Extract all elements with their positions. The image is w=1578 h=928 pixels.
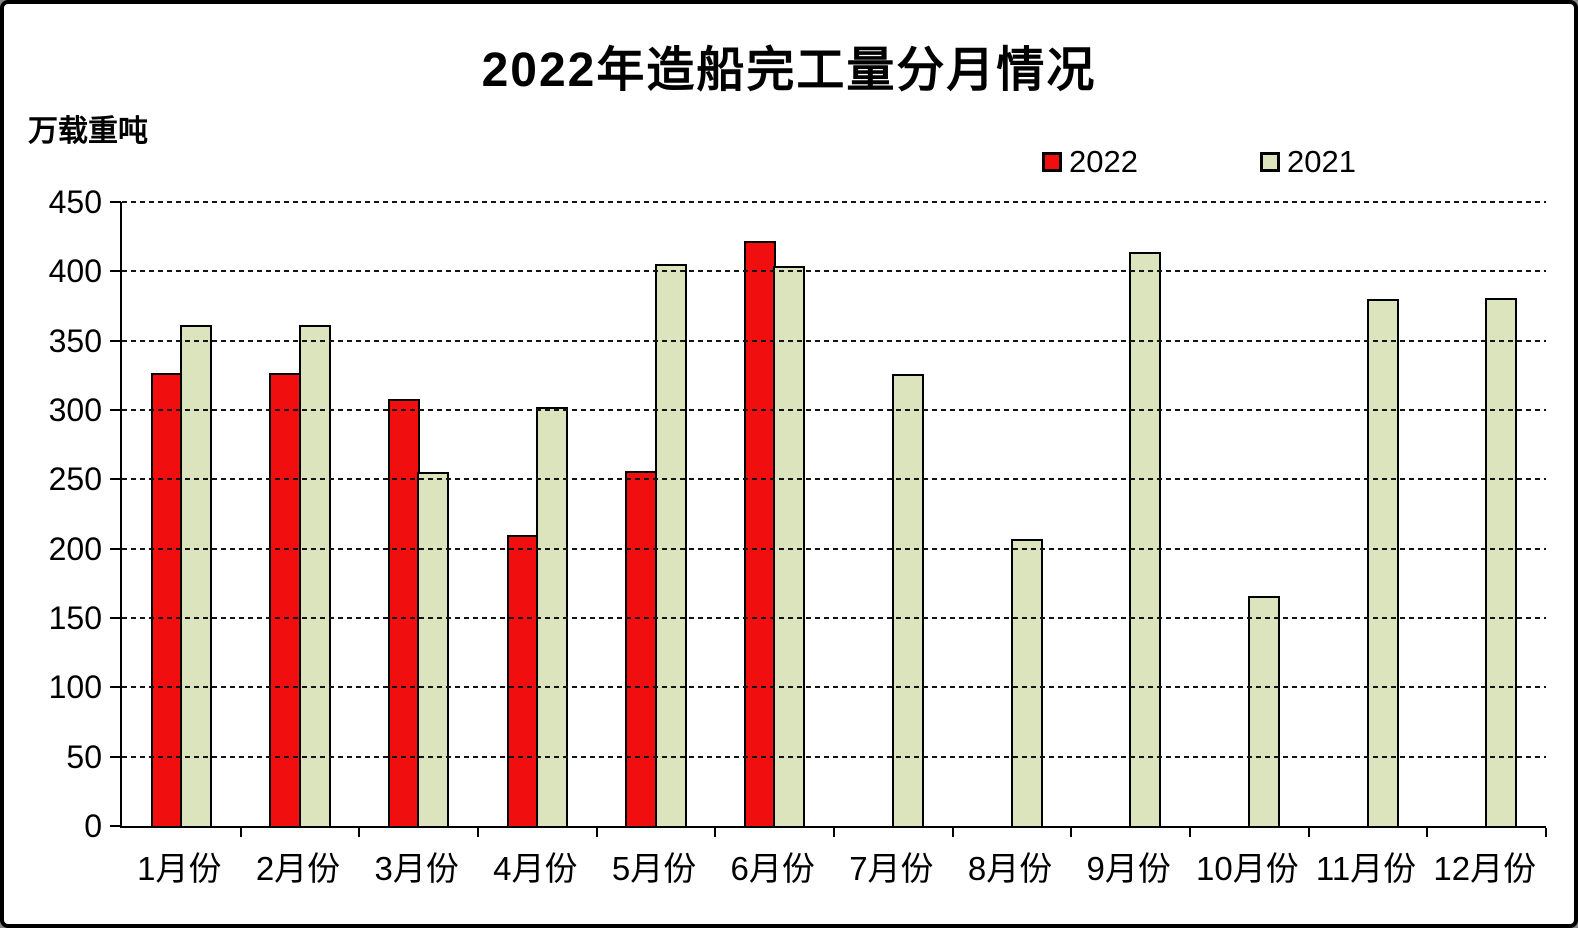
x-axis-label-12月份: 12月份 [1433,850,1537,887]
gridline-450 [122,201,1546,203]
bar-2021-7月份 [892,374,925,826]
legend: 2022 2021 [4,144,1574,180]
x-tick [1070,828,1072,837]
x-axis-label-4月份: 4月份 [493,850,578,887]
x-tick [833,828,835,837]
bar-2022-6月份 [743,241,776,826]
y-axis-label: 150 [48,600,102,636]
gridline-200 [122,548,1546,550]
bar-group-3月份 [359,202,478,826]
x-axis-label-11月份: 11月份 [1315,850,1417,887]
bar-2021-1月份 [180,325,213,826]
legend-item-2022: 2022 [1042,144,1138,180]
bar-group-12月份 [1427,202,1546,826]
legend-swatch-2022 [1042,152,1062,172]
chart-title: 2022年造船完工量分月情况 [481,44,1097,97]
bar-2022-5月份 [625,471,658,826]
gridline-350 [122,340,1546,342]
x-tick [952,828,954,837]
bar-2021-12月份 [1485,298,1518,826]
bar-group-2月份 [241,202,360,826]
bar-2021-8月份 [1010,539,1043,826]
y-axis-label: 100 [48,669,102,705]
legend-label-2022: 2022 [1069,144,1138,179]
x-tick [1545,828,1547,837]
y-tick-450 [110,201,121,203]
y-tick-50 [110,756,121,758]
x-axis-label-2月份: 2月份 [255,850,341,887]
y-axis-label: 200 [48,531,102,567]
x-tick [1189,828,1191,837]
bar-groups [122,202,1546,826]
y-tick-400 [110,270,121,272]
bar-2022-3月份 [387,399,420,826]
x-tick [477,828,479,837]
legend-item-2021: 2021 [1260,144,1356,180]
x-axis-label-5月份: 5月份 [611,850,697,887]
legend-swatch-2021 [1260,152,1280,172]
bar-group-5月份 [597,202,716,826]
bar-group-6月份 [715,202,834,826]
x-tick [358,828,360,837]
plot-area: 450 400 350 300 250 200 150 100 50 0 [49,185,1547,843]
bar-group-1月份 [122,202,241,826]
x-tick [1426,828,1428,837]
y-tick-0 [110,825,121,827]
y-axis-unit-label: 万载重吨 [28,115,148,148]
x-axis-label-7月份: 7月份 [849,850,934,887]
x-axis-label-10月份: 10月份 [1196,850,1299,887]
bar-group-8月份 [953,202,1072,826]
x-axis-label-6月份: 6月份 [730,850,815,887]
x-axis-label-3月份: 3月份 [374,850,459,887]
y-tick-350 [110,340,121,342]
y-tick-300 [110,409,121,411]
bar-2021-10月份 [1248,596,1281,826]
y-axis-label: 400 [48,253,102,289]
x-axis-label-8月份: 8月份 [967,850,1053,887]
bar-group-4月份 [478,202,597,826]
gridline-400 [122,270,1546,272]
y-tick-100 [110,686,121,688]
bar-2022-1月份 [150,373,183,826]
y-tick-250 [110,478,121,480]
bar-2021-5月份 [654,264,687,826]
x-axis-label-1月份: 1月份 [137,850,222,887]
y-tick-200 [110,548,121,550]
y-axis-label: 0 [84,808,102,844]
x-axis-label-9月份: 9月份 [1086,850,1171,887]
gridline-50 [122,756,1546,758]
x-tick [1308,828,1310,837]
bar-2021-2月份 [298,325,331,826]
legend-label-2021: 2021 [1287,144,1356,179]
x-tick [714,828,716,837]
bar-group-11月份 [1309,202,1428,826]
bar-2022-4月份 [506,535,539,826]
bar-2021-6月份 [773,266,806,826]
x-tick [240,828,242,837]
bar-group-9月份 [1071,202,1190,826]
gridline-100 [122,686,1546,688]
y-axis-label: 300 [48,392,102,428]
y-axis-label: 50 [66,739,102,775]
gridline-300 [122,409,1546,411]
bar-2021-3月份 [417,472,450,826]
bar-2021-9月份 [1129,252,1162,826]
bar-group-10月份 [1190,202,1309,826]
bar-2021-11月份 [1366,299,1399,826]
x-tick [596,828,598,837]
y-axis-label: 250 [48,461,102,497]
gridline-250 [122,478,1546,480]
x-axis-labels: 1月份 2月份 3月份 4月份 5月份 6月份 7月份 8月份 9月份 10月份 11月份 12月份 [120,842,1544,890]
y-axis-label: 350 [48,323,102,359]
bar-2022-2月份 [269,373,302,826]
y-axis-label: 450 [48,184,102,220]
bar-group-7月份 [834,202,953,826]
gridline-150 [122,617,1546,619]
y-tick-150 [110,617,121,619]
